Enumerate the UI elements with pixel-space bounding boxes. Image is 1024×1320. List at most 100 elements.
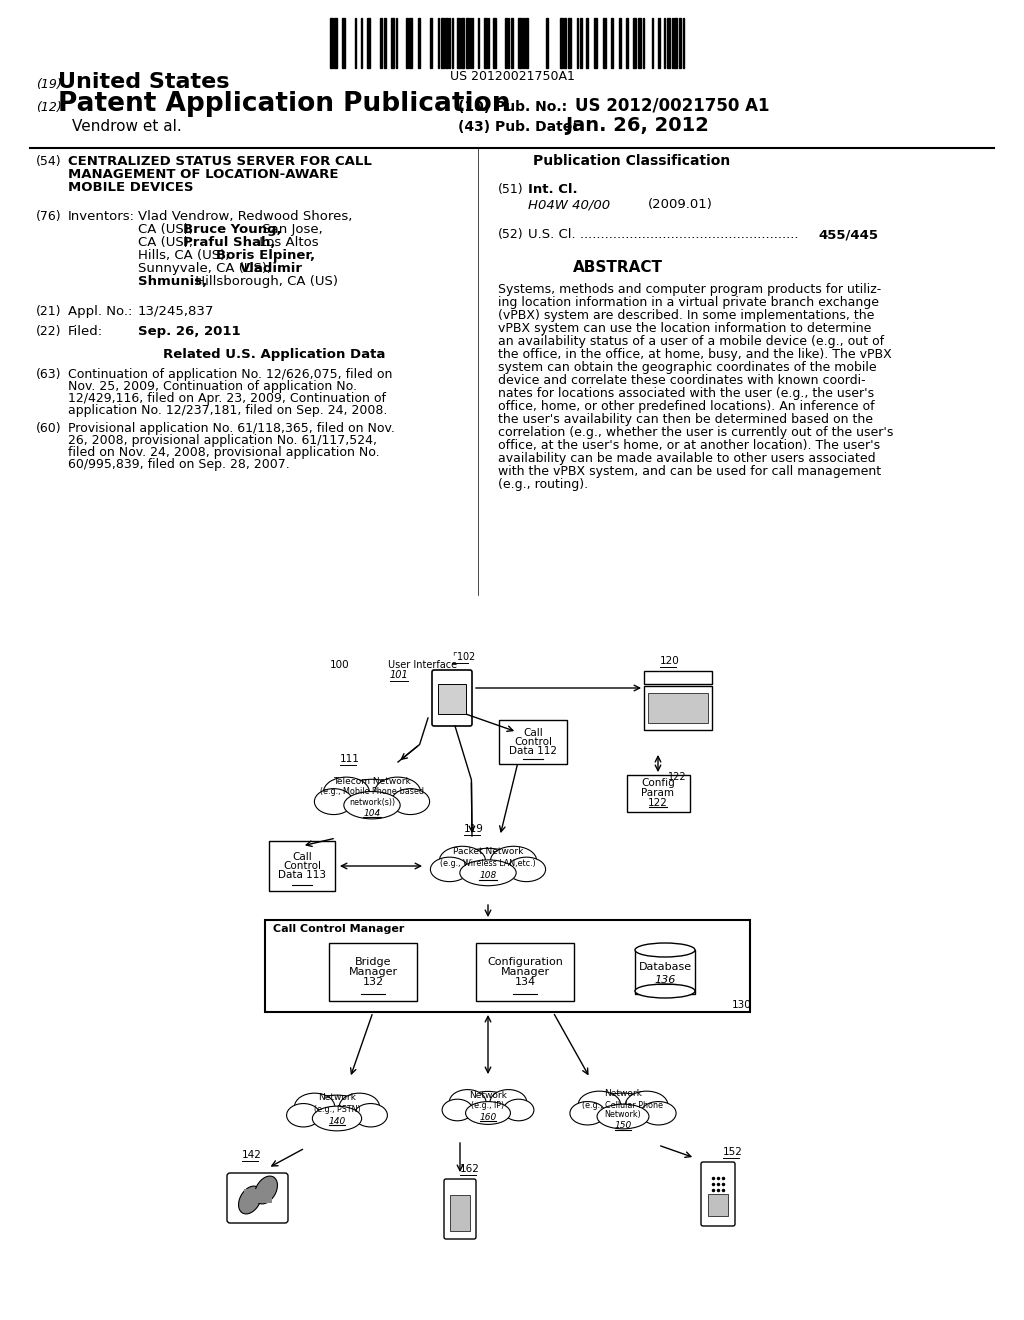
Text: Network): Network)	[604, 1110, 641, 1119]
FancyBboxPatch shape	[450, 1195, 470, 1232]
Text: Vlad Vendrow, Redwood Shores,: Vlad Vendrow, Redwood Shores,	[138, 210, 352, 223]
Text: 122: 122	[648, 797, 668, 808]
Text: Hillsborough, CA (US): Hillsborough, CA (US)	[191, 275, 338, 288]
Ellipse shape	[570, 1102, 605, 1125]
Text: 104: 104	[364, 808, 381, 817]
Bar	[406, 18, 408, 69]
Text: (vPBX) system are described. In some implementations, the: (vPBX) system are described. In some imp…	[498, 309, 874, 322]
Bar	[626, 18, 628, 69]
Text: availability can be made available to other users associated: availability can be made available to ot…	[498, 451, 876, 465]
Text: Configuration: Configuration	[487, 957, 563, 968]
Text: Param: Param	[641, 788, 675, 799]
Text: (19): (19)	[36, 78, 61, 91]
Text: 108: 108	[479, 871, 497, 880]
Text: 130: 130	[732, 1001, 752, 1010]
Text: (e.g., Wireless LAN,etc.): (e.g., Wireless LAN,etc.)	[440, 858, 536, 867]
Text: office, home, or other predefined locations). An inference of: office, home, or other predefined locati…	[498, 400, 874, 413]
Bar	[518, 18, 521, 69]
Bar	[633, 18, 636, 69]
Ellipse shape	[339, 1093, 380, 1121]
Text: Systems, methods and computer program products for utiliz-: Systems, methods and computer program pr…	[498, 282, 882, 296]
FancyBboxPatch shape	[269, 841, 335, 891]
Ellipse shape	[635, 942, 695, 957]
FancyBboxPatch shape	[329, 942, 417, 1001]
Text: Nov. 25, 2009, Continuation of application No.: Nov. 25, 2009, Continuation of applicati…	[68, 380, 357, 393]
Text: Control: Control	[283, 861, 321, 871]
Text: Related U.S. Application Data: Related U.S. Application Data	[163, 348, 385, 360]
Ellipse shape	[462, 1092, 514, 1122]
Text: 111: 111	[340, 754, 359, 764]
Ellipse shape	[460, 859, 516, 886]
Text: Shmunis,: Shmunis,	[138, 275, 207, 288]
Text: US 20120021750A1: US 20120021750A1	[450, 70, 574, 83]
Bar	[367, 18, 370, 69]
FancyBboxPatch shape	[265, 920, 750, 1012]
Text: Telecom Network: Telecom Network	[333, 776, 411, 785]
Text: Control: Control	[514, 737, 552, 747]
Text: Data 113: Data 113	[278, 870, 326, 880]
Text: CENTRALIZED STATUS SERVER FOR CALL: CENTRALIZED STATUS SERVER FOR CALL	[68, 154, 372, 168]
Ellipse shape	[287, 1104, 321, 1127]
Text: ABSTRACT: ABSTRACT	[573, 260, 663, 275]
Text: 136: 136	[654, 975, 676, 985]
Text: Boris Elpiner,: Boris Elpiner,	[216, 249, 315, 261]
Text: the user's availability can then be determined based on the: the user's availability can then be dete…	[498, 413, 873, 426]
Text: Jan. 26, 2012: Jan. 26, 2012	[565, 116, 709, 135]
Bar	[484, 18, 487, 69]
Bar	[618, 18, 621, 69]
Bar	[380, 18, 382, 69]
FancyBboxPatch shape	[644, 686, 712, 730]
Text: Network: Network	[318, 1093, 356, 1102]
FancyBboxPatch shape	[635, 950, 695, 994]
Text: 100: 100	[330, 660, 349, 671]
Ellipse shape	[507, 857, 546, 882]
Text: device and correlate these coordinates with known coordi-: device and correlate these coordinates w…	[498, 374, 865, 387]
Text: User Interface: User Interface	[388, 660, 457, 671]
Text: H04W 40/00: H04W 40/00	[528, 198, 610, 211]
FancyBboxPatch shape	[701, 1162, 735, 1226]
Text: United States: United States	[58, 73, 229, 92]
Text: U.S. Cl. .....................................................: U.S. Cl. ...............................…	[528, 228, 799, 242]
Text: (43) Pub. Date:: (43) Pub. Date:	[458, 120, 578, 135]
Text: 134: 134	[514, 977, 536, 987]
Text: Praful Shah,: Praful Shah,	[183, 236, 275, 249]
Text: CA (US);: CA (US);	[138, 223, 198, 236]
FancyBboxPatch shape	[499, 719, 567, 764]
Ellipse shape	[635, 983, 695, 998]
Bar	[505, 18, 507, 69]
Bar	[568, 18, 571, 69]
Ellipse shape	[308, 1096, 367, 1129]
Text: CA (US);: CA (US);	[138, 236, 198, 249]
Bar	[493, 18, 496, 69]
Bar	[658, 18, 660, 69]
Text: Provisional application No. 61/118,365, filed on Nov.: Provisional application No. 61/118,365, …	[68, 422, 395, 436]
Text: 12/429,116, filed on Apr. 23, 2009, Continuation of: 12/429,116, filed on Apr. 23, 2009, Cont…	[68, 392, 386, 405]
Ellipse shape	[641, 1102, 676, 1125]
Ellipse shape	[314, 788, 353, 814]
Ellipse shape	[295, 1093, 335, 1121]
Text: 132: 132	[362, 977, 384, 987]
Text: Inventors:: Inventors:	[68, 210, 135, 223]
Text: Vladimir: Vladimir	[240, 261, 303, 275]
Text: (51): (51)	[498, 183, 523, 195]
FancyBboxPatch shape	[476, 942, 574, 1001]
Text: Call: Call	[523, 727, 543, 738]
Text: (e.g., Cellular Phone: (e.g., Cellular Phone	[583, 1101, 664, 1110]
Bar	[342, 18, 345, 69]
Ellipse shape	[375, 777, 421, 808]
Ellipse shape	[490, 1089, 526, 1115]
Text: Int. Cl.: Int. Cl.	[528, 183, 578, 195]
Ellipse shape	[450, 1089, 486, 1115]
Text: 119: 119	[464, 824, 484, 834]
Text: MANAGEMENT OF LOCATION-AWARE: MANAGEMENT OF LOCATION-AWARE	[68, 168, 339, 181]
Ellipse shape	[439, 846, 485, 875]
Bar	[430, 18, 432, 69]
Text: Publication Classification: Publication Classification	[534, 154, 730, 168]
FancyBboxPatch shape	[227, 1173, 288, 1224]
FancyBboxPatch shape	[644, 671, 712, 684]
Bar	[461, 18, 464, 69]
Bar	[560, 18, 563, 69]
Text: Call Control Manager: Call Control Manager	[273, 924, 404, 935]
Text: with the vPBX system, and can be used for call management: with the vPBX system, and can be used fo…	[498, 465, 881, 478]
Text: (e.g., PSTN): (e.g., PSTN)	[313, 1105, 360, 1114]
